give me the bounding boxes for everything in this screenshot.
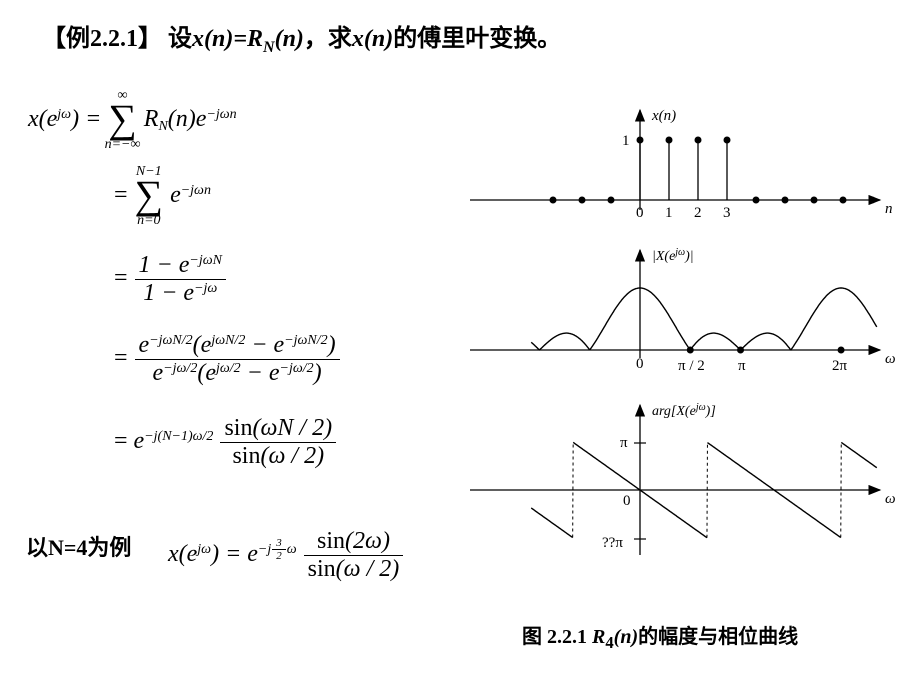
caption-sub: 4	[605, 633, 613, 652]
frac-den: 1 − e	[143, 280, 194, 306]
caption-math: R	[592, 626, 605, 648]
num-c: − e	[245, 332, 284, 358]
eq-lhs: x(e	[168, 541, 197, 567]
svg-text:0: 0	[623, 493, 631, 509]
goal-suffix: 的傅里叶变换。	[393, 26, 561, 52]
eq-pref: e	[134, 428, 145, 454]
svg-text:ω: ω	[885, 491, 896, 507]
eq-body-sup: −jωn	[181, 183, 211, 198]
eq-body2: (n)e	[168, 106, 207, 132]
eq-body: e	[170, 182, 181, 208]
svg-text:ω: ω	[885, 351, 896, 367]
phase-plot: arg[X(ejω)] ω 0 π ??π	[460, 395, 900, 570]
example-title: 【例2.2.1】 设x(n)=RN(n)，求x(n)的傅里叶变换。	[42, 18, 561, 57]
num-d: )	[328, 332, 336, 358]
svg-text:0: 0	[636, 205, 644, 221]
svg-text:??π: ??π	[602, 535, 623, 551]
figure-caption: 图 2.2.1 R4(n)的幅度与相位曲线	[522, 620, 798, 653]
eq-sign: =	[114, 265, 128, 291]
svg-text:n: n	[885, 201, 893, 217]
fraction: e−jωN/2(ejωN/2 − e−jωN/2) e−jω/2(ejω/2 −…	[135, 332, 340, 387]
num-b: (e	[193, 332, 212, 358]
svg-text:3: 3	[723, 205, 731, 221]
svg-text:x(n): x(n)	[651, 108, 676, 124]
eq-body-sub: N	[158, 119, 167, 134]
svg-text:1: 1	[622, 133, 630, 149]
den-c-sup: −jω/2	[280, 361, 314, 376]
sigma-sum: ∞ ∑ n=−∞	[108, 102, 137, 139]
goal-math: x(n)	[352, 26, 393, 52]
eq-lhs-close: ) = e	[211, 541, 258, 567]
fraction: sin(ωN / 2) sin(ω / 2)	[220, 415, 336, 470]
svg-text:2: 2	[694, 205, 702, 221]
svg-text:1: 1	[665, 205, 673, 221]
frac-num: 1 − e	[139, 252, 190, 278]
example-number: 【例2.2.1】	[42, 26, 162, 52]
sum-lower: n=−∞	[105, 137, 141, 153]
magnitude-plot: |X(ejω)| ω 0 π / 2 π 2π	[460, 240, 900, 385]
eq-lhs-sup: jω	[57, 107, 71, 122]
equation-line-3: = 1 − e−jωN 1 − e−jω	[114, 252, 227, 307]
equation-line-1: x(ejω) = ∞ ∑ n=−∞ RN(n)e−jωn	[28, 102, 237, 139]
eq-lhs-sup: jω	[197, 542, 211, 557]
sigma-sum: N−1 ∑ n=0	[135, 178, 164, 215]
frac-num-sup: −jωN	[189, 253, 222, 268]
premise-math2: (n)	[275, 26, 304, 52]
eq-sign: =	[114, 428, 128, 454]
svg-text:arg[X(ejω)]: arg[X(ejω)]	[652, 402, 716, 419]
num-c-sup: −jωN/2	[284, 333, 327, 348]
equation-line-4: = e−jωN/2(ejωN/2 − e−jωN/2) e−jω/2(ejω/2…	[114, 332, 341, 387]
premise-sep: ，	[304, 26, 328, 52]
sum-lower: n=0	[137, 213, 160, 229]
eq-sign: =	[114, 182, 128, 208]
svg-text:0: 0	[636, 356, 644, 372]
num-b-sup: jωN/2	[211, 333, 245, 348]
svg-text:π / 2: π / 2	[678, 358, 705, 374]
svg-text:|X(ejω)|: |X(ejω)|	[652, 247, 694, 264]
sum-upper: N−1	[136, 164, 162, 180]
goal-prefix: 求	[328, 26, 352, 52]
caption-math2: (n)	[614, 626, 638, 648]
svg-text:2π: 2π	[832, 358, 848, 374]
den-b: (e	[197, 360, 216, 386]
svg-text:π: π	[738, 358, 746, 374]
equation-line-5: = e−j(N−1)ω/2 sin(ωN / 2) sin(ω / 2)	[114, 415, 337, 470]
premise-prefix: 设	[168, 26, 192, 52]
den-a-sup: −jω/2	[163, 361, 197, 376]
stem-plot-xn: x(n) n 1 0 1 2 3	[460, 100, 900, 230]
den-c: − e	[241, 360, 280, 386]
frac-den-sup: −jω	[194, 281, 217, 296]
exp-den: 2	[272, 550, 286, 562]
eq-lhs: x(e	[28, 106, 57, 132]
eq-lhs-close: ) =	[71, 106, 101, 132]
fraction: sin(2ω) sin(ω / 2)	[304, 528, 404, 583]
premise-math: x(n)=R	[192, 26, 263, 52]
equation-line-2: = N−1 ∑ n=0 e−jωn	[114, 178, 211, 215]
exp-num: 3	[272, 537, 286, 550]
svg-text:π: π	[620, 435, 628, 451]
n-equals-4-label: 以N=4为例	[26, 530, 131, 562]
equation-n4: x(ejω) = e−j32ω sin(2ω) sin(ω / 2)	[168, 528, 404, 583]
num-a-sup: −jωN/2	[149, 333, 192, 348]
caption-suffix: 的幅度与相位曲线	[638, 626, 798, 648]
den-a: e	[153, 360, 164, 386]
caption-label: 图 2.2.1	[522, 626, 592, 648]
eq-pref-sup: −j(N−1)ω/2	[144, 429, 213, 444]
sum-upper: ∞	[118, 88, 128, 104]
den-b-sup: jω/2	[216, 361, 241, 376]
eq-sign: =	[114, 345, 128, 371]
eq-body: R	[144, 106, 159, 132]
eq-body2-sup: −jωn	[206, 107, 236, 122]
fraction: 1 − e−jωN 1 − e−jω	[135, 252, 226, 307]
num-a: e	[139, 332, 150, 358]
den-d: )	[314, 360, 322, 386]
premise-sub: N	[263, 39, 275, 56]
